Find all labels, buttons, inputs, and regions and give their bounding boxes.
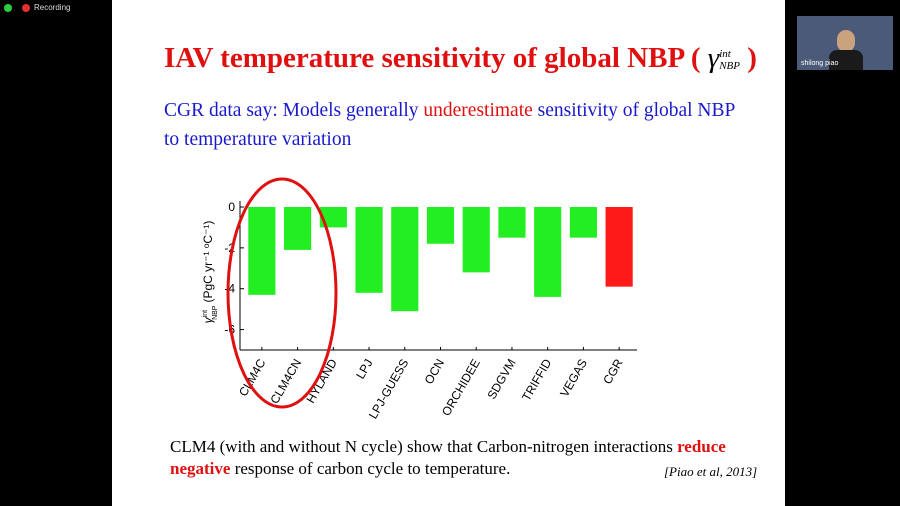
highlight-ellipse — [226, 177, 338, 409]
slide: IAV temperature sensitivity of global NB… — [112, 0, 785, 506]
x-tick-label: CGR — [600, 356, 626, 386]
bar — [534, 207, 562, 297]
caption-after: response of carbon cycle to temperature. — [230, 459, 511, 478]
subtitle-highlight: underestimate — [423, 100, 533, 121]
bar — [498, 207, 526, 238]
y-label-sub: NBP — [212, 305, 219, 320]
subtitle-before: CGR data say: Models generally — [164, 100, 424, 121]
y-label-symbol: γ — [201, 316, 215, 323]
subtitle: CGR data say: Models generally underesti… — [164, 96, 744, 154]
participant-face — [837, 30, 855, 52]
y-label-sup: int — [202, 310, 209, 317]
caption: CLM4 (with and without N cycle) show tha… — [170, 436, 740, 480]
x-tick-label: CLM4CN — [267, 357, 304, 407]
x-tick-label: SDGVM — [484, 357, 518, 402]
bar — [391, 207, 419, 312]
recording-label: Recording — [34, 3, 71, 12]
participant-name: shilong piao — [801, 60, 839, 67]
title-symbol: γ — [707, 42, 720, 74]
y-label-units: (PgC yr⁻¹ ᵒC⁻¹) — [201, 221, 215, 303]
citation: [Piao et al, 2013] — [664, 464, 758, 479]
y-tick-label: 0 — [228, 200, 235, 214]
participant-body — [829, 50, 863, 70]
x-tick-label: TRIFFID — [519, 356, 554, 403]
y-axis-label: γint NBP (PgC yr⁻¹ ᵒC⁻¹) — [201, 221, 219, 324]
bar — [426, 207, 455, 244]
x-tick-label: LPJ — [353, 357, 375, 382]
x-tick-label: CLM4C — [236, 356, 269, 399]
title-sub: NBP — [719, 60, 740, 73]
title-text: IAV temperature sensitivity of global NB… — [164, 42, 701, 74]
bar — [605, 207, 633, 287]
bar — [248, 207, 276, 295]
title-sup: int — [719, 48, 731, 61]
x-tick-label: VEGAS — [557, 357, 590, 400]
recording-dot — [22, 4, 30, 12]
caption-before: CLM4 (with and without N cycle) show tha… — [170, 437, 678, 456]
caption-highlight: reduce negative — [170, 437, 726, 478]
security-icon — [4, 4, 12, 12]
title-close: ) — [747, 42, 757, 74]
x-tick-label: HYLAND — [303, 356, 340, 405]
bar — [462, 207, 490, 273]
subtitle-after: sensitivity of global NBP to temperature… — [164, 100, 735, 150]
slide-title: IAV temperature sensitivity of global NB… — [164, 42, 757, 75]
video-tile[interactable]: shilong piao — [797, 16, 893, 70]
bar — [284, 207, 312, 250]
bar — [569, 207, 597, 238]
y-tick-label: -4 — [224, 282, 235, 296]
bar — [355, 207, 383, 293]
bar — [319, 207, 347, 228]
x-tick-label: OCN — [422, 357, 447, 387]
y-tick-label: -2 — [224, 241, 235, 255]
